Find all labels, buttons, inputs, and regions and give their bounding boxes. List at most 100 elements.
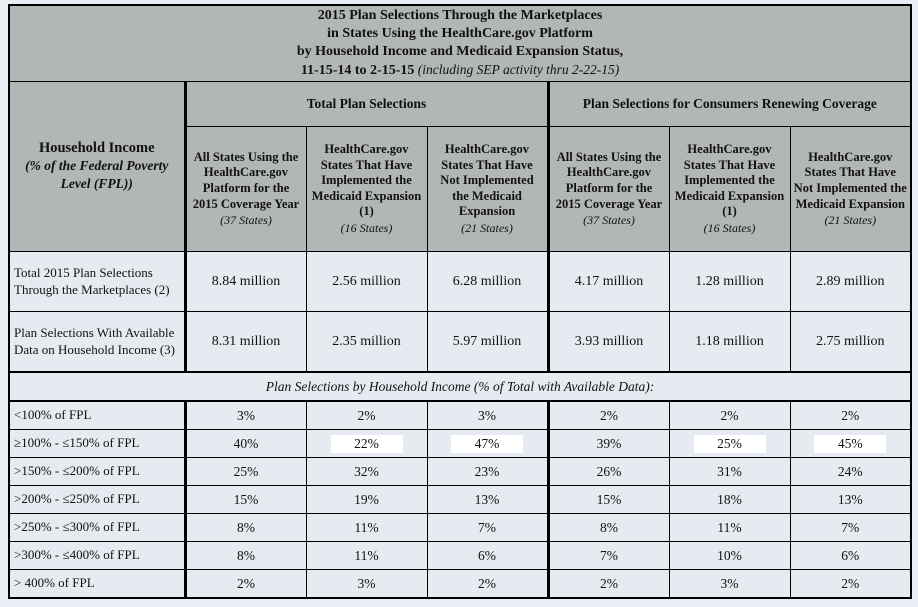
row-label: Total 2015 Plan Selections Through the M… xyxy=(8,251,186,312)
col-header-5-states: (21 States) xyxy=(824,213,877,228)
group-header-renewing-coverage: Plan Selections for Consumers Renewing C… xyxy=(546,81,912,127)
table-cell: 18% xyxy=(668,485,791,514)
plan-selections-table: 2015 Plan Selections Through the Marketp… xyxy=(8,4,913,599)
table-cell: 2.35 million xyxy=(305,311,428,373)
row-header-subtitle: (% of the Federal Poverty Level (FPL)) xyxy=(25,158,169,191)
col-header-0: All States Using the HealthCare.gov Plat… xyxy=(183,126,307,252)
table-cell: 3% xyxy=(305,569,428,599)
row-label: >300% - ≤400% of FPL xyxy=(8,541,186,570)
table-cell: 24% xyxy=(789,457,912,486)
report-title-line-1: 2015 Plan Selections Through the Marketp… xyxy=(317,8,603,23)
table-cell: 3.93 million xyxy=(546,311,670,373)
table-cell: 8% xyxy=(183,541,307,570)
column-header-row: All States Using the HealthCare.gov Plat… xyxy=(9,126,912,252)
report-title-sep-note: (including SEP activity thru 2-22-15) xyxy=(414,62,620,77)
table-cell: 1.28 million xyxy=(668,251,791,312)
table-cell: 40% xyxy=(183,429,307,458)
col-header-5: HealthCare.gov States That Have Not Impl… xyxy=(789,126,912,252)
highlight-box: 25% xyxy=(693,434,766,453)
table-cell: 2% xyxy=(668,400,791,430)
table-cell-highlighted: 22% xyxy=(305,429,428,458)
col-header-2-states: (21 States) xyxy=(461,221,513,236)
report-title-dates: 11-15-14 to 2-15-15 xyxy=(300,63,415,78)
row-label: >250% - ≤300% of FPL xyxy=(8,513,186,542)
table-cell-highlighted: 25% xyxy=(668,429,791,458)
col-header-3-states: (37 States) xyxy=(583,213,635,228)
col-header-0-states: (37 States) xyxy=(220,213,272,228)
col-header-4: HealthCare.gov States That Have Implemen… xyxy=(668,126,791,252)
col-header-1: HealthCare.gov States That Have Implemen… xyxy=(305,126,428,252)
row-label: Plan Selections With Available Data on H… xyxy=(8,311,186,373)
table-row-fpl-150-200: >150% - ≤200% of FPL 25% 32% 23% 26% 31%… xyxy=(8,457,912,486)
table-row-fpl-300-400: >300% - ≤400% of FPL 8% 11% 6% 7% 10% 6% xyxy=(8,541,912,570)
col-header-5-label: HealthCare.gov States That Have Not Impl… xyxy=(793,149,907,211)
report-title-line-3: by Household Income and Medicaid Expansi… xyxy=(296,44,624,59)
table-row-fpl-200-250: >200% - ≤250% of FPL 15% 19% 13% 15% 18%… xyxy=(8,485,912,514)
highlight-box: 45% xyxy=(814,434,887,453)
table-row-fpl-under-100: <100% of FPL 3% 2% 3% 2% 2% 2% xyxy=(8,400,912,430)
table-cell: 3% xyxy=(426,400,549,430)
col-header-0-label: All States Using the HealthCare.gov Plat… xyxy=(192,149,300,211)
table-cell: 2% xyxy=(546,400,670,430)
table-cell: 31% xyxy=(668,457,791,486)
table-cell: 13% xyxy=(789,485,912,514)
table-row-available-data: Plan Selections With Available Data on H… xyxy=(8,311,912,373)
table-row-fpl-over-400: > 400% of FPL 2% 3% 2% 2% 3% 2% xyxy=(8,569,912,599)
col-header-1-label: HealthCare.gov States That Have Implemen… xyxy=(311,141,422,219)
table-cell: 7% xyxy=(546,541,670,570)
col-header-1-states: (16 States) xyxy=(340,221,393,236)
col-header-4-label: HealthCare.gov States That Have Implemen… xyxy=(674,141,785,219)
row-label: > 400% of FPL xyxy=(8,569,186,599)
table-cell: 7% xyxy=(426,513,549,542)
group-header-row: Household Income (% of the Federal Pover… xyxy=(8,81,912,252)
table-cell: 2.56 million xyxy=(305,251,428,312)
table-cell-highlighted: 47% xyxy=(426,429,549,458)
table-cell: 15% xyxy=(183,485,307,514)
table-cell: 32% xyxy=(305,457,428,486)
table-cell: 15% xyxy=(546,485,670,514)
row-header-title: Household Income xyxy=(38,140,155,157)
table-row-total-selections: Total 2015 Plan Selections Through the M… xyxy=(8,251,912,312)
report-title-line-2: in States Using the HealthCare.gov Platf… xyxy=(327,26,593,41)
col-header-2: HealthCare.gov States That Have Not Impl… xyxy=(426,126,549,252)
col-header-2-label: HealthCare.gov States That Have Not Impl… xyxy=(440,141,534,219)
table-cell: 6% xyxy=(426,541,549,570)
col-header-3-label: All States Using the HealthCare.gov Plat… xyxy=(555,149,663,211)
table-cell: 11% xyxy=(305,541,428,570)
group-header-total-plan-selections: Total Plan Selections xyxy=(183,81,549,127)
table-cell: 1.18 million xyxy=(668,311,791,373)
row-label: >200% - ≤250% of FPL xyxy=(8,485,186,514)
report-title: 2015 Plan Selections Through the Marketp… xyxy=(8,4,912,82)
table-cell: 6% xyxy=(789,541,912,570)
table-cell: 39% xyxy=(546,429,670,458)
section-header-row: Plan Selections by Household Income (% o… xyxy=(8,371,912,402)
row-label: ≥100% - ≤150% of FPL xyxy=(8,429,186,458)
title-row: 2015 Plan Selections Through the Marketp… xyxy=(8,4,912,82)
table-cell: 8% xyxy=(546,513,670,542)
table-cell: 6.28 million xyxy=(426,251,549,312)
table-cell: 19% xyxy=(305,485,428,514)
table-cell: 25% xyxy=(183,457,307,486)
table-cell: 2% xyxy=(789,569,912,599)
table-cell: 3% xyxy=(668,569,791,599)
table-cell: 11% xyxy=(668,513,791,542)
table-cell: 2.89 million xyxy=(789,251,912,312)
table-cell: 2% xyxy=(789,400,912,430)
highlight-box: 47% xyxy=(451,434,523,453)
table-cell: 8.84 million xyxy=(183,251,307,312)
report-title-line-4: 11-15-14 to 2-15-15 (including SEP activ… xyxy=(14,61,906,80)
table-cell: 26% xyxy=(546,457,670,486)
table-cell-highlighted: 45% xyxy=(789,429,912,458)
table-cell: 23% xyxy=(426,457,549,486)
row-label: >150% - ≤200% of FPL xyxy=(8,457,186,486)
table-cell: 2.75 million xyxy=(789,311,912,373)
table-row-fpl-100-150: ≥100% - ≤150% of FPL 40% 22% 47% 39% 25%… xyxy=(8,429,912,458)
table-cell: 13% xyxy=(426,485,549,514)
section-label: Plan Selections by Household Income (% o… xyxy=(8,371,912,402)
table-row-fpl-250-300: >250% - ≤300% of FPL 8% 11% 7% 8% 11% 7% xyxy=(8,513,912,542)
highlight-box: 22% xyxy=(330,434,403,453)
table-cell: 2% xyxy=(183,569,307,599)
table-cell: 4.17 million xyxy=(546,251,670,312)
table-cell: 2% xyxy=(546,569,670,599)
